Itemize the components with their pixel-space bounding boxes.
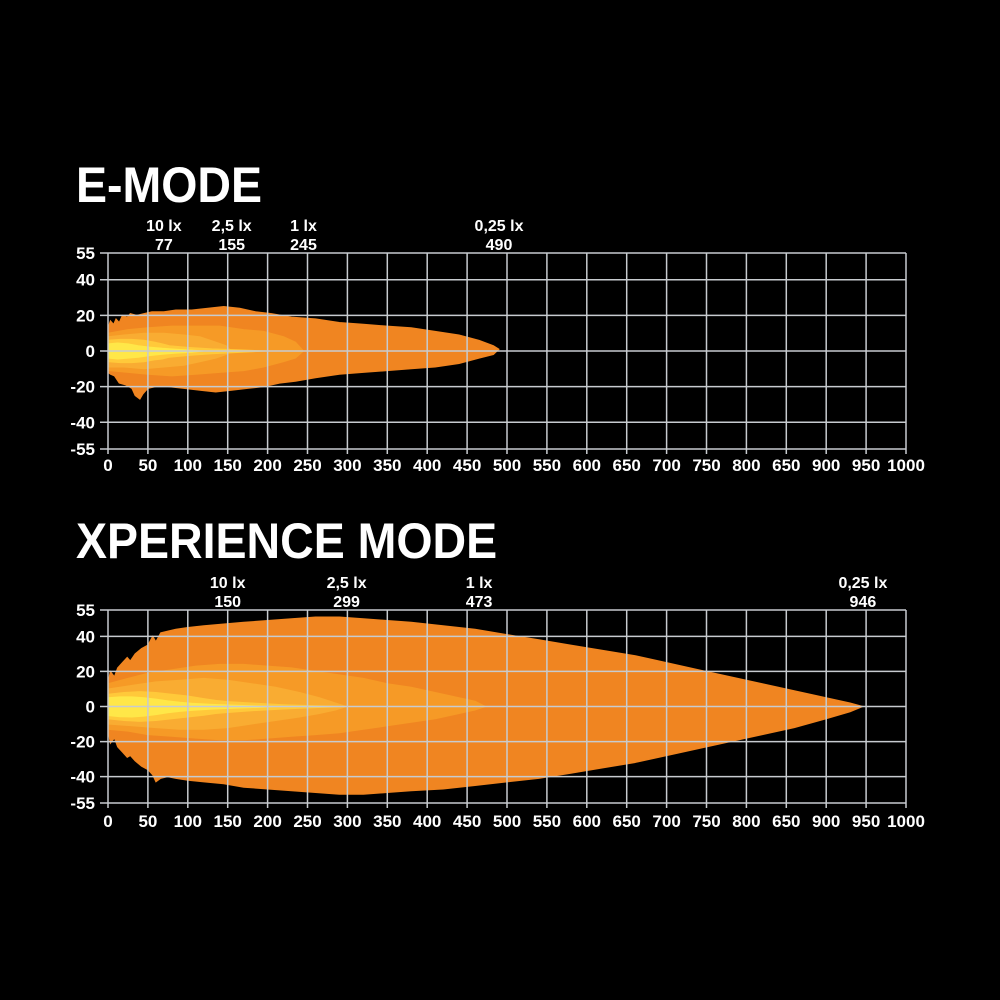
isolux-annotation-lux: 10 lx — [210, 575, 246, 592]
x-tick-label: 600 — [573, 456, 601, 475]
x-tick-label: 350 — [373, 456, 401, 475]
x-tick-label: 150 — [214, 456, 242, 475]
isolux-annotation-distance: 299 — [333, 594, 360, 611]
y-tick-label: 0 — [86, 698, 95, 717]
isolux-annotation-lux: 0,25 lx — [838, 575, 887, 592]
x-tick-label: 800 — [732, 456, 760, 475]
x-tick-label: 200 — [253, 812, 281, 831]
y-tick-label: 55 — [76, 601, 95, 620]
y-tick-label: -40 — [70, 768, 95, 787]
isolux-annotation-distance: 245 — [290, 237, 317, 254]
x-tick-label: 300 — [333, 456, 361, 475]
x-tick-label: 750 — [692, 456, 720, 475]
isolux-annotation-lux: 2,5 lx — [327, 575, 367, 592]
y-tick-label: -20 — [70, 378, 95, 397]
y-tick-label: 20 — [76, 662, 95, 681]
x-tick-label: 700 — [652, 812, 680, 831]
isolux-annotation-lux: 10 lx — [146, 218, 182, 235]
y-tick-label: -40 — [70, 413, 95, 432]
x-tick-label: 550 — [533, 456, 561, 475]
isolux-annotation-distance: 77 — [155, 237, 173, 254]
y-tick-label: -55 — [70, 440, 95, 459]
isolux-annotation-distance: 150 — [214, 594, 241, 611]
x-tick-label: 450 — [453, 456, 481, 475]
isolux-annotation-lux: 1 lx — [466, 575, 493, 592]
x-tick-label: 100 — [174, 456, 202, 475]
y-tick-label: 40 — [76, 271, 95, 290]
x-tick-label: 1000 — [887, 812, 925, 831]
x-tick-label: 50 — [138, 812, 157, 831]
x-tick-label: 900 — [812, 812, 840, 831]
x-tick-label: 300 — [333, 812, 361, 831]
isolux-annotation-lux: 0,25 lx — [475, 218, 524, 235]
isolux-annotation-lux: 2,5 lx — [212, 218, 252, 235]
x-tick-label: 450 — [453, 812, 481, 831]
isolux-annotation-lux: 1 lx — [290, 218, 317, 235]
y-tick-label: 55 — [76, 244, 95, 263]
x-tick-label: 950 — [852, 456, 880, 475]
isolux-annotation-distance: 155 — [218, 237, 245, 254]
x-tick-label: 600 — [573, 812, 601, 831]
y-tick-label: 40 — [76, 627, 95, 646]
x-tick-label: 150 — [214, 812, 242, 831]
isolux-annotation-distance: 490 — [486, 237, 513, 254]
isolux-annotation-distance: 473 — [466, 594, 493, 611]
x-tick-label: 650 — [772, 456, 800, 475]
x-tick-label: 250 — [293, 456, 321, 475]
x-tick-label: 1000 — [887, 456, 925, 475]
x-tick-label: 550 — [533, 812, 561, 831]
chart-title-xperience-mode: XPERIENCE MODE — [76, 513, 498, 569]
x-tick-label: 200 — [253, 456, 281, 475]
x-tick-label: 650 — [772, 812, 800, 831]
isolux-annotation-distance: 946 — [850, 594, 877, 611]
y-tick-label: -20 — [70, 733, 95, 752]
isolux-contour-025lx — [107, 616, 865, 795]
x-tick-label: 50 — [138, 456, 157, 475]
x-tick-label: 750 — [692, 812, 720, 831]
y-tick-label: -55 — [70, 794, 95, 813]
y-tick-label: 0 — [86, 342, 95, 361]
y-tick-label: 20 — [76, 306, 95, 325]
x-tick-label: 0 — [103, 456, 112, 475]
x-tick-label: 950 — [852, 812, 880, 831]
x-tick-label: 800 — [732, 812, 760, 831]
x-tick-label: 500 — [493, 456, 521, 475]
x-tick-label: 650 — [613, 812, 641, 831]
x-tick-label: 250 — [293, 812, 321, 831]
x-tick-label: 0 — [103, 812, 112, 831]
x-tick-label: 500 — [493, 812, 521, 831]
x-tick-label: 400 — [413, 456, 441, 475]
x-tick-label: 100 — [174, 812, 202, 831]
x-tick-label: 700 — [652, 456, 680, 475]
x-tick-label: 650 — [613, 456, 641, 475]
chart-title-e-mode: E-MODE — [76, 157, 262, 213]
x-tick-label: 350 — [373, 812, 401, 831]
x-tick-label: 400 — [413, 812, 441, 831]
x-tick-label: 900 — [812, 456, 840, 475]
